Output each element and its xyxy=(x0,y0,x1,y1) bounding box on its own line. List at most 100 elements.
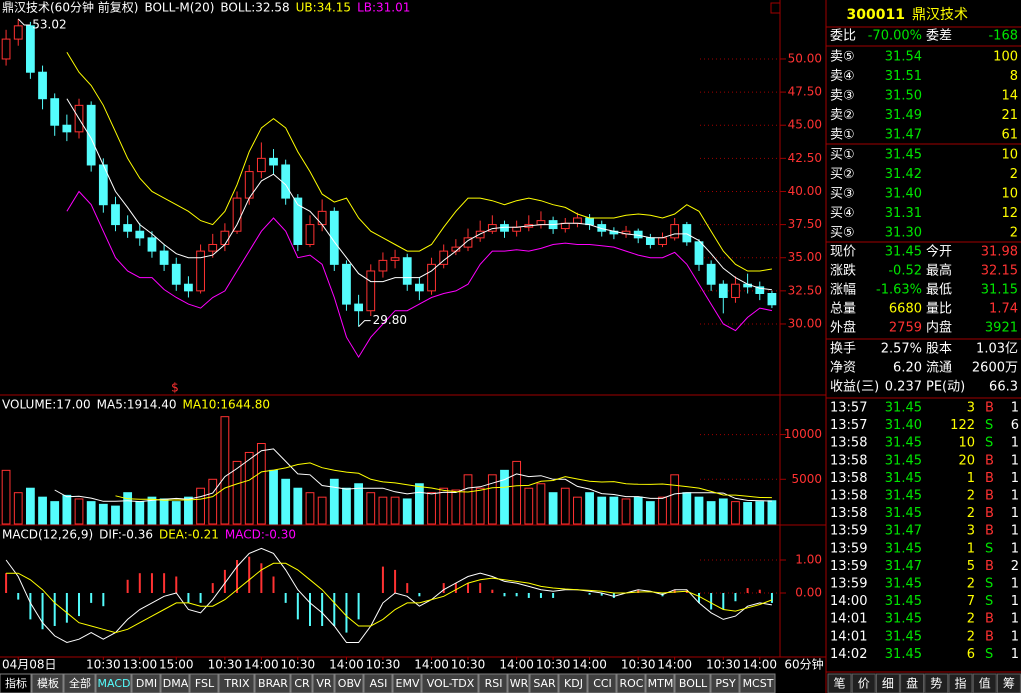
candle-body xyxy=(281,164,291,199)
tab-label[interactable]: BOLL xyxy=(679,677,708,690)
stats-cell: 今开 xyxy=(926,244,952,260)
tab-label[interactable]: TRIX xyxy=(223,677,250,690)
tab-label[interactable]: KDJ xyxy=(564,677,583,690)
tab-label[interactable]: CR xyxy=(294,677,310,690)
volume-bar xyxy=(645,501,655,525)
tab[interactable] xyxy=(363,673,393,693)
tab[interactable] xyxy=(131,673,161,693)
side-tab[interactable] xyxy=(996,673,1021,693)
side-tab-label[interactable]: 价 xyxy=(858,677,870,691)
y-tick-label: 10000 xyxy=(784,427,822,441)
tab[interactable] xyxy=(160,673,190,693)
tab[interactable] xyxy=(290,673,313,693)
indicator-line xyxy=(54,448,772,503)
side-tab[interactable] xyxy=(900,673,925,693)
candle-body xyxy=(645,237,655,245)
tab[interactable] xyxy=(0,673,32,693)
side-tab[interactable] xyxy=(972,673,997,693)
tab[interactable] xyxy=(529,673,559,693)
trades-cell: 1 xyxy=(1011,612,1019,627)
side-tab-label[interactable]: 笔 xyxy=(833,676,845,691)
tab-label[interactable]: ASI xyxy=(370,677,388,690)
volume-bar xyxy=(184,496,193,525)
tab-label[interactable]: VR xyxy=(316,677,332,690)
tab-label[interactable]: CCI xyxy=(593,677,612,690)
trades-cell: B xyxy=(985,612,994,627)
candle-body xyxy=(232,197,242,232)
tab[interactable] xyxy=(739,673,776,693)
tab-label[interactable]: 模板 xyxy=(37,676,59,690)
candle-body xyxy=(208,243,218,252)
tab-label[interactable]: RSI xyxy=(485,677,503,690)
tab-label[interactable]: OBV xyxy=(338,677,362,690)
side-tab-label[interactable]: 势 xyxy=(930,677,942,691)
period-label[interactable]: 60分钟 xyxy=(784,657,823,672)
candle-body xyxy=(767,293,777,306)
side-tab[interactable] xyxy=(827,673,852,693)
tab[interactable] xyxy=(645,673,675,693)
candle-body xyxy=(536,220,546,226)
volume-bar xyxy=(755,501,765,525)
volume-bar xyxy=(487,474,497,525)
tab[interactable] xyxy=(218,673,255,693)
tab-label[interactable]: WR xyxy=(510,677,529,690)
side-tab[interactable] xyxy=(924,673,949,693)
tab[interactable] xyxy=(95,673,132,693)
tab-label[interactable]: DMI xyxy=(136,677,157,690)
volume-bar xyxy=(390,496,400,525)
tab[interactable] xyxy=(478,673,508,693)
tab[interactable] xyxy=(674,673,711,693)
tab-label[interactable]: BRAR xyxy=(258,677,288,690)
trades-cell: 1 xyxy=(967,471,975,486)
tab[interactable] xyxy=(31,673,64,693)
tab-label[interactable]: PSY xyxy=(715,677,736,690)
trades-cell: S xyxy=(985,577,993,592)
tab[interactable] xyxy=(587,673,617,693)
tab[interactable] xyxy=(558,673,588,693)
tab[interactable] xyxy=(710,673,740,693)
panel-button[interactable] xyxy=(770,2,781,14)
annotation-line xyxy=(358,320,371,327)
tab-label[interactable]: DMA xyxy=(163,677,189,690)
tab-label[interactable]: FSL xyxy=(195,677,215,690)
side-tab[interactable] xyxy=(851,673,876,693)
tab-label[interactable]: 指标 xyxy=(5,676,27,690)
side-tab[interactable] xyxy=(948,673,973,693)
trades-cell: 13:59 xyxy=(830,541,867,556)
x-tick-label: 14:00 xyxy=(657,658,692,672)
tab[interactable] xyxy=(189,673,219,693)
trades-cell: 13:58 xyxy=(830,453,867,468)
tab-label[interactable]: ROC xyxy=(620,677,644,690)
tab[interactable] xyxy=(334,673,364,693)
side-tab-label[interactable]: 值 xyxy=(979,676,991,691)
x-tick-label: 10:30 xyxy=(536,658,571,672)
side-tab-label[interactable]: 细 xyxy=(882,677,894,691)
tab-label[interactable]: MACD xyxy=(98,677,131,690)
volume-bar xyxy=(244,451,254,525)
asks-cell: 8 xyxy=(1010,69,1018,84)
trades-cell: 13:57 xyxy=(830,401,867,416)
tab-label[interactable]: EMV xyxy=(396,677,420,690)
side-tab-label[interactable]: 盘 xyxy=(906,676,918,691)
tab[interactable] xyxy=(507,673,530,693)
stats-cell: 总量 xyxy=(830,302,856,317)
trades-cell: 3 xyxy=(967,524,975,539)
tab-label[interactable]: SAR xyxy=(533,677,556,690)
candle-body xyxy=(512,226,522,232)
tab-label[interactable]: 全部 xyxy=(69,676,91,690)
trades-cell: S xyxy=(985,418,993,433)
x-tick-label: 13:00 xyxy=(123,658,158,672)
tab-label[interactable]: VOL-TDX xyxy=(427,677,475,690)
tab-label[interactable]: MCST xyxy=(743,677,774,690)
tab[interactable] xyxy=(254,673,291,693)
side-tab-label[interactable]: 筹 xyxy=(1003,677,1015,691)
tab[interactable] xyxy=(616,673,646,693)
tab[interactable] xyxy=(312,673,335,693)
tab[interactable] xyxy=(421,673,479,693)
tab-label[interactable]: MTM xyxy=(648,677,674,690)
tab[interactable] xyxy=(63,673,96,693)
side-tab-label[interactable]: 指 xyxy=(954,676,966,691)
tab[interactable] xyxy=(392,673,422,693)
side-tab[interactable] xyxy=(875,673,900,693)
y-tick-label: 0.00 xyxy=(795,585,822,599)
